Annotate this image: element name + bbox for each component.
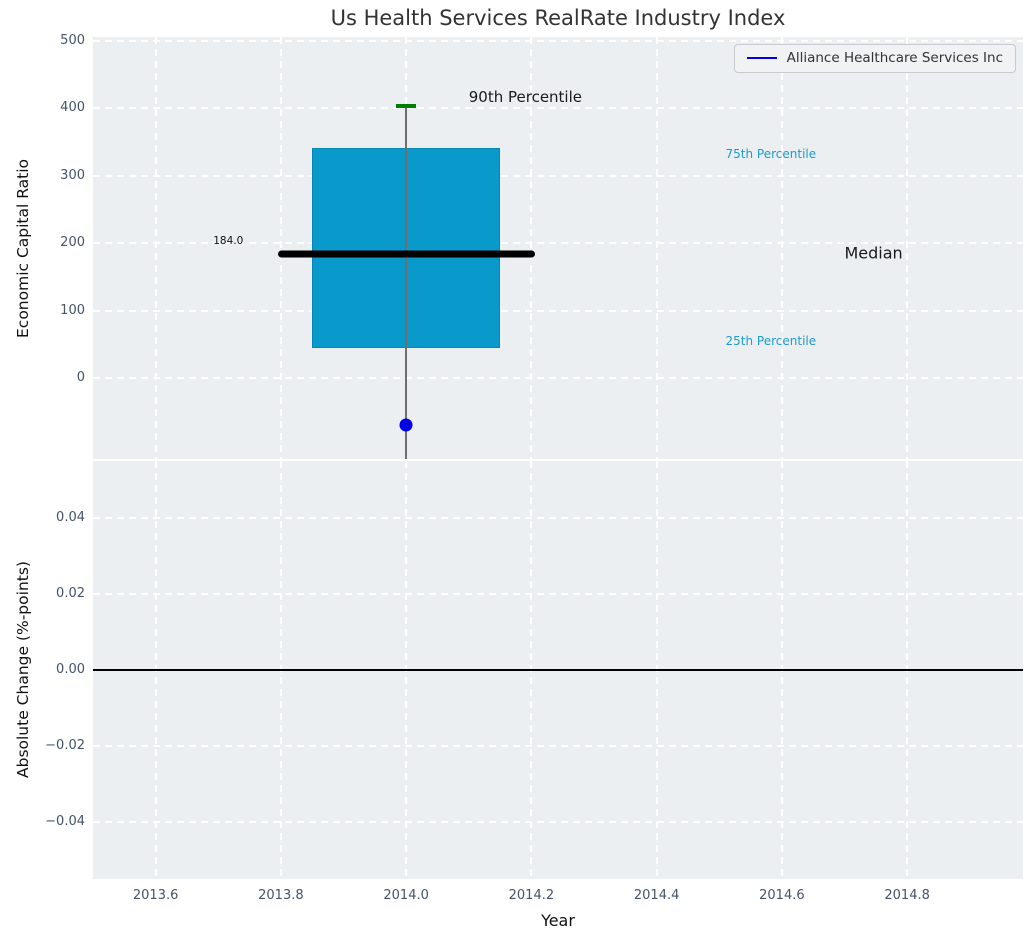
gridline-horizontal [93, 377, 1023, 380]
gridline-horizontal [93, 517, 1023, 519]
xtick-label: 2013.6 [132, 888, 179, 903]
ytick-label: −0.02 [45, 738, 85, 753]
ytick-label: 400 [60, 100, 85, 116]
gridline-vertical [154, 37, 157, 459]
legend-line-swatch [746, 57, 777, 59]
gridline-horizontal [93, 745, 1023, 747]
zero-line [93, 669, 1023, 671]
company-point-dot [399, 418, 413, 432]
xtick-label: 2014.4 [633, 888, 680, 903]
ytick-label: 0 [76, 370, 85, 386]
annotation-25th-percentile: 25th Percentile [725, 334, 817, 349]
axes-bottom-change [93, 461, 1023, 879]
gridline-vertical [780, 37, 783, 459]
chart-title: Us Health Services RealRate Industry Ind… [330, 6, 786, 30]
gridline-horizontal [93, 174, 1023, 177]
gridline-horizontal [93, 821, 1023, 823]
annotation-75th-percentile: 75th Percentile [725, 146, 817, 161]
annotation-median-value: 184.0 [213, 234, 244, 247]
xtick-label: 2013.8 [258, 888, 304, 903]
annotation-median: Median [844, 243, 903, 263]
ytick-label: 100 [60, 302, 85, 318]
xtick-label: 2014.8 [884, 888, 930, 903]
gridline-vertical [655, 37, 658, 459]
gridline-horizontal [93, 593, 1023, 595]
gridline-horizontal [93, 242, 1023, 245]
ytick-label: 200 [60, 235, 85, 251]
ytick-label: 0.04 [56, 510, 85, 525]
ytick-label: −0.04 [45, 814, 85, 829]
ytick-label: 0.00 [56, 662, 85, 677]
gridline-horizontal [93, 40, 1023, 43]
p90-cap [396, 103, 417, 108]
xtick-label: 2014.0 [383, 888, 429, 903]
xtick-label: 2014.2 [508, 888, 555, 903]
annotation-90th-percentile: 90th Percentile [468, 87, 582, 106]
median-line [277, 250, 535, 258]
gridline-vertical [279, 37, 282, 459]
ytick-label: 300 [60, 167, 85, 183]
gridline-vertical [906, 37, 909, 459]
whisker-line [405, 105, 408, 459]
xlabel-year: Year [541, 911, 575, 930]
legend-label: Alliance Healthcare Services Inc [786, 50, 1003, 66]
legend[interactable]: Alliance Healthcare Services Inc [733, 44, 1016, 73]
axes-top-boxplot: 90th Percentile 75th Percentile Median 2… [93, 37, 1023, 459]
gridline-horizontal [93, 309, 1023, 312]
xtick-label: 2014.6 [759, 888, 805, 903]
ytick-label: 0.02 [56, 586, 85, 601]
gridline-horizontal [93, 107, 1023, 110]
gridline-vertical [530, 37, 533, 459]
ytick-label: 500 [60, 33, 85, 49]
